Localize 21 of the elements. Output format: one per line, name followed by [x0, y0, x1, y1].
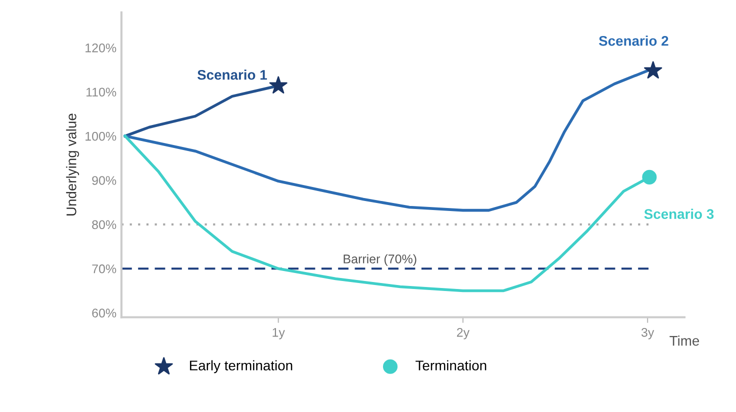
y-tick-label: 60%	[92, 308, 116, 318]
y-tick-label: 120%	[86, 44, 116, 52]
y-tick-label: 100%	[86, 132, 116, 141]
x-tick-label: 1y	[272, 328, 285, 340]
point	[269, 76, 288, 94]
series-label: Scenario 1	[197, 70, 267, 80]
legend-label: Termination	[416, 360, 486, 370]
x-axis-title: Time	[670, 336, 700, 346]
series-label: Scenario 3	[644, 208, 714, 219]
x-tick-label: 3y	[641, 328, 654, 340]
legend-label: Early termination	[190, 360, 292, 374]
y-tick-label: 70%	[92, 264, 116, 274]
y-tick-label: 90%	[92, 176, 116, 185]
point	[642, 170, 657, 184]
y-axis-title: Underlying value	[66, 114, 80, 216]
y-tick-label: 110%	[86, 88, 116, 97]
point	[644, 61, 662, 78]
text: Scenario 2	[598, 36, 668, 46]
x-tick-label: 2y	[456, 328, 470, 340]
ref-line-label: Barrier (70%)	[344, 254, 416, 266]
y-tick-label: 80%	[92, 220, 116, 230]
